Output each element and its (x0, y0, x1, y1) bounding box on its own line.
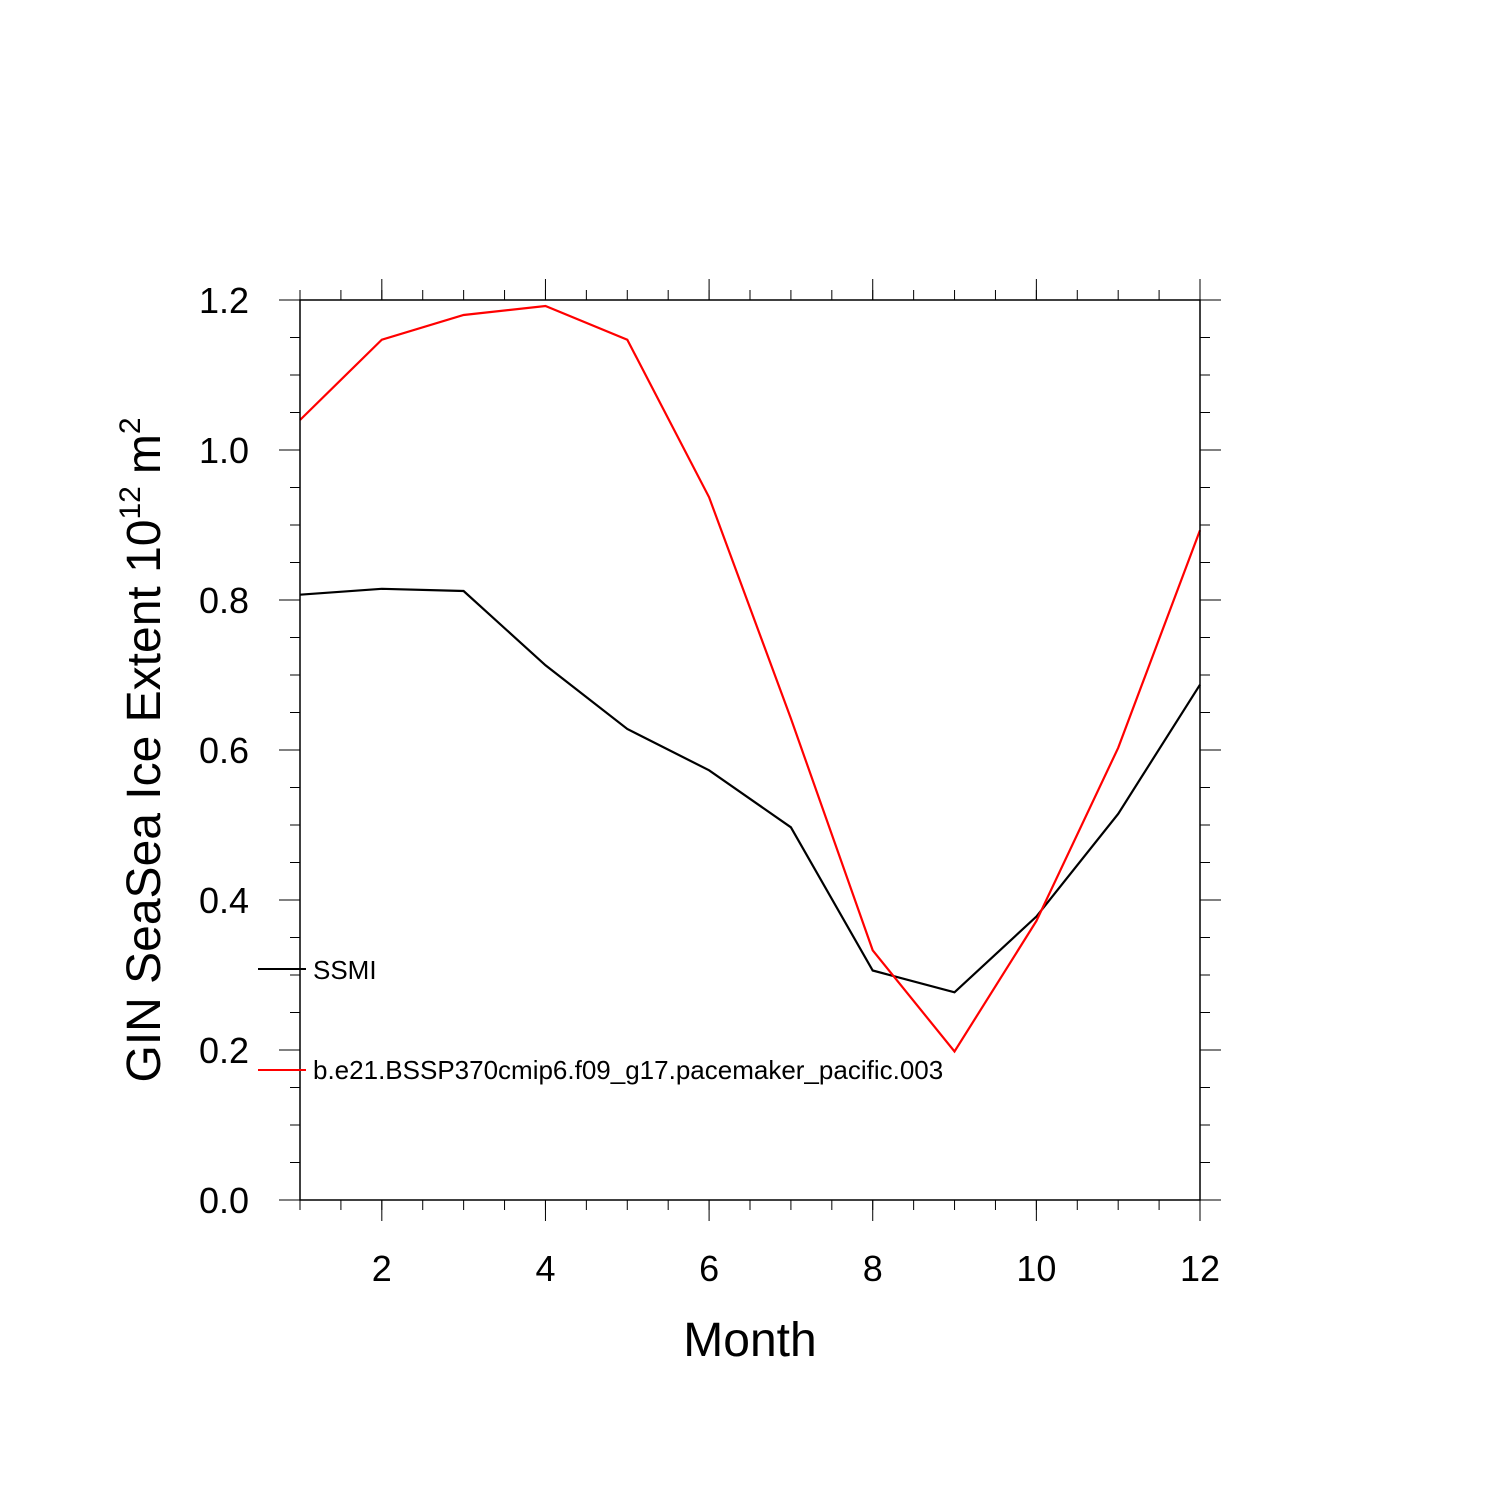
legend-label-ssmi: SSMI (313, 955, 377, 985)
y-tick-label: 1.0 (199, 430, 249, 471)
y-axis-title-main: GIN SeaSea Ice Extent 10 (118, 520, 171, 1083)
x-axis-title: Month (683, 1314, 816, 1367)
y-axis-title-unit-exponent: 2 (114, 417, 147, 434)
y-tick-label: 0.4 (199, 880, 249, 921)
x-tick-label: 4 (535, 1248, 555, 1289)
y-tick-label: 0.0 (199, 1180, 249, 1221)
plot-frame (299, 299, 1201, 1201)
series-line-pacemaker (299, 304, 1202, 1054)
y-tick-label: 0.8 (199, 580, 249, 621)
x-tick-label: 8 (863, 1248, 883, 1289)
x-tick-label: 12 (1180, 1248, 1220, 1289)
series-line-ssmi (299, 587, 1201, 994)
y-axis-title: GIN SeaSea Ice Extent 1012 m2 (114, 417, 171, 1082)
y-tick-labels: 0.0 0.2 0.4 0.6 0.8 1.0 1.2 (199, 280, 249, 1221)
y-tick-label: 1.2 (199, 280, 249, 321)
y-axis-title-exponent: 12 (114, 486, 147, 519)
x-tick-label: 10 (1016, 1248, 1056, 1289)
y-tick-label: 0.6 (199, 730, 249, 771)
x-tick-labels: 2 4 6 8 10 12 (372, 1248, 1220, 1289)
series-lines (299, 304, 1202, 1054)
legend: SSMI b.e21.BSSP370cmip6.f09_g17.pacemake… (258, 955, 943, 1085)
axis-ticks (279, 279, 1221, 1221)
x-tick-label: 6 (699, 1248, 719, 1289)
x-tick-label: 2 (372, 1248, 392, 1289)
legend-label-pacemaker: b.e21.BSSP370cmip6.f09_g17.pacemaker_pac… (313, 1055, 943, 1085)
y-axis-title-unit: m (118, 434, 171, 474)
y-tick-label: 0.2 (199, 1030, 249, 1071)
